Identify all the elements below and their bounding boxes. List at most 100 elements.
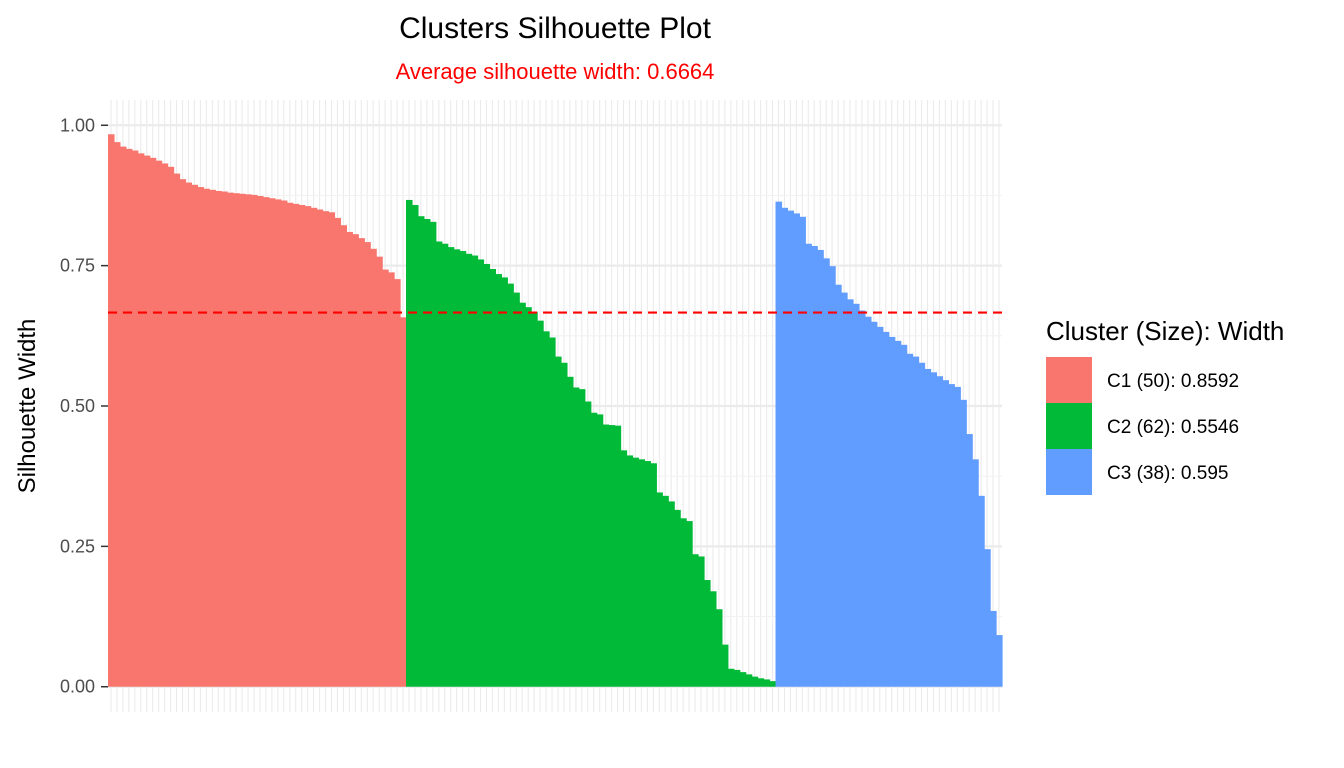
bar-c3 (966, 434, 973, 687)
bar-c2 (680, 518, 687, 687)
bar-c2 (411, 204, 419, 687)
bar-c3 (799, 216, 806, 687)
y-tick-label: 0.75 (60, 256, 95, 276)
bar-c2 (614, 425, 622, 687)
bar-c2 (644, 461, 651, 687)
bar-c3 (817, 249, 824, 687)
bar-c2 (638, 459, 645, 687)
bar-c2 (584, 401, 592, 687)
bar-c1 (233, 193, 240, 687)
bar-c2 (721, 644, 729, 687)
bar-c2 (596, 414, 604, 687)
bar-c2 (704, 580, 711, 687)
bar-c3 (948, 384, 955, 687)
bar-c2 (662, 495, 669, 687)
bar-c2 (459, 251, 467, 687)
bar-c3 (882, 331, 890, 687)
bar-c2 (465, 253, 473, 687)
bar-c3 (984, 549, 991, 687)
bar-c2 (447, 247, 455, 687)
bar-c2 (727, 668, 735, 687)
bar-c2 (441, 243, 449, 687)
bar-c3 (996, 635, 1003, 687)
bar-c2 (560, 362, 568, 687)
bar-c3 (835, 284, 842, 687)
bar-c1 (316, 209, 324, 687)
bar-c2 (507, 283, 514, 687)
bar-c1 (161, 163, 169, 687)
y-tick-label: 0.25 (60, 536, 95, 556)
bars (108, 134, 1003, 687)
bar-c2 (423, 219, 431, 687)
bar-c1 (131, 150, 139, 687)
bar-c2 (757, 678, 765, 687)
bar-c2 (417, 216, 425, 687)
bar-c1 (400, 317, 407, 687)
bar-c2 (555, 356, 562, 687)
bar-c2 (477, 259, 485, 687)
legend-swatch-c1 (1046, 357, 1092, 403)
bar-c3 (954, 386, 961, 687)
bar-c3 (894, 340, 902, 687)
bar-c1 (370, 248, 377, 687)
bar-c2 (763, 679, 771, 687)
legend-swatch-c3 (1046, 449, 1092, 495)
bar-c3 (870, 321, 878, 687)
bar-c2 (549, 337, 556, 687)
bar-c2 (608, 425, 616, 687)
bar-c3 (858, 310, 866, 687)
bar-c1 (334, 217, 342, 687)
bar-c1 (119, 146, 127, 687)
bar-c3 (930, 372, 938, 687)
bar-c2 (769, 681, 777, 687)
bar-c2 (489, 269, 496, 687)
bar-c2 (566, 376, 574, 687)
bar-c1 (394, 279, 401, 687)
bar-c3 (787, 210, 794, 687)
bar-c3 (805, 243, 812, 687)
bar-c1 (257, 196, 264, 687)
bar-c1 (108, 134, 115, 687)
bar-c2 (471, 255, 479, 687)
bar-c1 (274, 199, 282, 687)
bar-c3 (912, 356, 920, 687)
bar-c3 (924, 368, 932, 687)
bar-c1 (328, 212, 336, 687)
bar-c2 (483, 263, 491, 687)
bar-c2 (406, 199, 413, 687)
bar-c2 (513, 292, 520, 687)
bar-c1 (227, 192, 234, 687)
bar-c2 (578, 389, 586, 687)
bar-c1 (197, 187, 204, 687)
bar-c3 (864, 316, 872, 687)
bar-c3 (847, 299, 854, 687)
bar-c2 (745, 674, 753, 687)
bar-c1 (352, 234, 359, 687)
bar-c1 (179, 179, 187, 687)
bar-c3 (918, 362, 926, 687)
bar-c2 (692, 554, 699, 687)
bar-c3 (853, 303, 860, 687)
bar-c1 (113, 142, 121, 687)
bar-c2 (453, 249, 461, 687)
bar-c1 (322, 211, 330, 687)
bar-c1 (137, 153, 145, 687)
bar-c1 (125, 148, 133, 687)
bar-c1 (149, 157, 157, 687)
bar-c3 (906, 353, 914, 687)
bar-c3 (888, 336, 896, 687)
bar-c2 (650, 463, 657, 687)
bar-c2 (543, 331, 550, 687)
bar-c1 (388, 272, 395, 687)
legend-swatch-c2 (1046, 403, 1092, 449)
bar-c3 (823, 258, 830, 687)
bar-c3 (960, 399, 967, 687)
bar-c3 (972, 459, 979, 687)
bar-c1 (340, 225, 347, 687)
bar-c2 (674, 509, 681, 687)
bar-c2 (733, 669, 741, 687)
bar-c1 (251, 194, 258, 687)
bar-c1 (155, 160, 163, 687)
y-axis-title: Silhouette Width (14, 319, 41, 494)
